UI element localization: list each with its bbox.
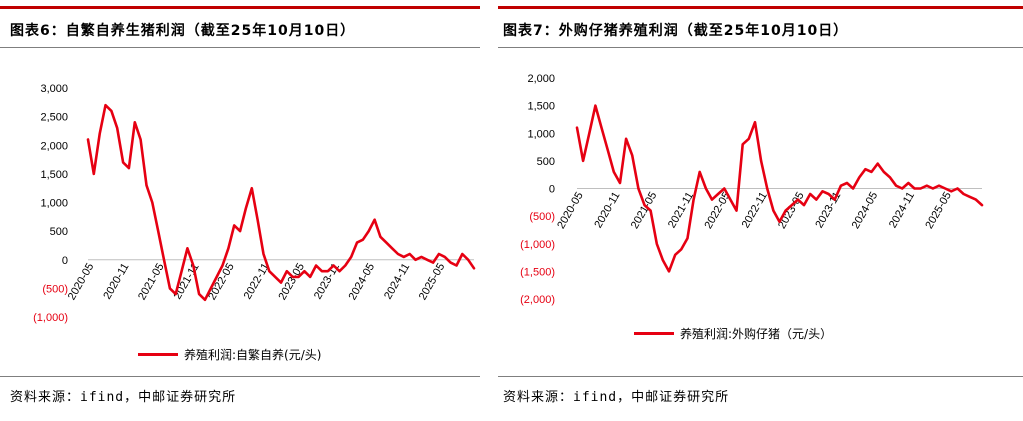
y-tick-label: (1,000) [520,239,555,251]
source-divider [0,376,480,377]
y-tick-label: 1,500 [527,101,555,113]
x-tick-label: 2024-05 [347,261,378,302]
legend: 养殖利润:外购仔猪（元/头） [634,325,832,342]
y-tick-label: 1,000 [40,198,68,210]
x-tick-label: 2024-11 [382,261,412,301]
chart-canvas: 3,000 2,500 2,000 1,500 1,000 500 0 (500) (1,000… [33,83,476,324]
header-rule [498,6,1023,9]
chart-canvas: 2,000 1,500 1,000 500 0 (500) (1,000) (1,500) (2… [520,73,984,306]
title-divider [0,47,480,48]
legend-label: 养殖利润:自繁自养(元/头) [184,348,322,362]
legend-swatch [138,353,178,356]
source-divider [498,376,1023,377]
y-tick-label: (500) [529,211,555,223]
y-tick-label: 2,000 [527,73,555,85]
series-line [86,103,476,302]
y-tick-label: 3,000 [40,83,68,95]
y-tick-label: 500 [537,156,555,168]
source-note: 资料来源：ifind，中邮证券研究所 [503,390,730,405]
y-tick-label: 1,000 [527,128,555,140]
chart-title: 图表7：外购仔猪养殖利润（截至25年10月10日） [503,23,849,39]
y-tick-label: 1,500 [40,169,68,181]
y-tick-label: (1,500) [520,266,555,278]
y-tick-label: 2,000 [40,140,68,152]
source-note: 资料来源：ifind，中邮证券研究所 [10,390,237,405]
x-tick-label: 2022-11 [740,190,770,230]
chart-panel-left: 图表6：自繁自养生猪利润（截至25年10月10日） 3,000 2,500 2,00… [0,0,490,421]
x-tick-label: 2025-05 [923,190,954,231]
x-tick-label: 2024-11 [887,190,917,230]
y-tick-label: 500 [50,226,68,238]
legend-swatch [634,332,674,335]
y-tick-label: 2,500 [40,112,68,124]
y-tick-label: 0 [549,184,555,196]
series-line [575,104,984,273]
legend-label: 养殖利润:外购仔猪（元/头） [680,327,833,341]
x-tick-label: 2023-05 [776,190,807,231]
header-rule [0,6,480,9]
y-tick-label: 0 [62,255,68,267]
y-tick-label: (1,000) [33,312,68,324]
y-tick-label: (500) [42,283,68,295]
x-tick-label: 2020-11 [592,190,622,230]
y-tick-label: (2,000) [520,294,555,306]
legend: 养殖利润:自繁自养(元/头) [138,346,321,363]
x-tick-label: 2024-05 [850,190,881,231]
x-tick-label: 2021-05 [136,261,167,302]
x-tick-label: 2020-05 [66,261,97,302]
chart-title: 图表6：自繁自养生猪利润（截至25年10月10日） [10,23,356,39]
x-tick-label: 2020-05 [555,190,586,231]
x-tick-label: 2025-05 [417,261,448,302]
x-tick-label: 2021-05 [629,190,660,231]
x-tick-label: 2020-11 [101,261,131,301]
title-divider [498,47,1023,48]
chart-panel-right: 图表7：外购仔猪养殖利润（截至25年10月10日） 2,000 1,500 1,00… [498,0,1023,421]
